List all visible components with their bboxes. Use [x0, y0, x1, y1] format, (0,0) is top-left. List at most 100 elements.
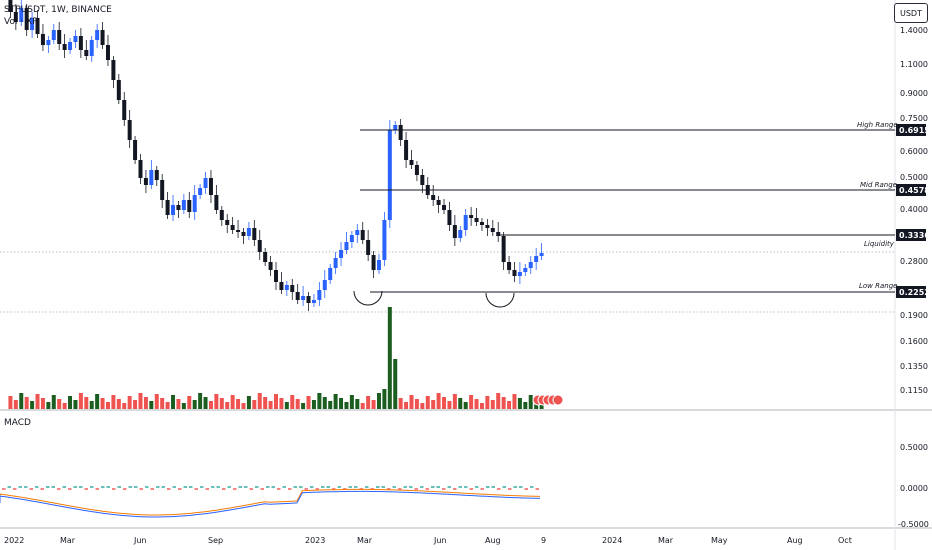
candle-body — [30, 18, 35, 30]
macd-histogram-bar — [403, 486, 407, 488]
candle-body — [398, 125, 403, 140]
candle-body — [154, 170, 159, 180]
volume-bar — [517, 398, 522, 409]
candle-body — [176, 205, 181, 210]
candle-body — [404, 140, 409, 160]
macd-histogram-bar — [304, 488, 308, 490]
macd-histogram-bar — [123, 488, 127, 490]
volume-bar — [328, 401, 333, 409]
volume-bar — [398, 398, 403, 409]
volume-bar — [68, 396, 73, 409]
candle-body — [306, 296, 311, 303]
macd-histogram-bar — [530, 486, 534, 488]
candle-body — [214, 195, 219, 210]
macd-histogram-bar — [464, 486, 468, 488]
symbol-title[interactable]: STPUSDT, 1W, BINANCE — [4, 5, 112, 15]
candle-body — [507, 262, 512, 270]
candle-body — [252, 228, 257, 240]
macd-histogram-bar — [79, 486, 83, 488]
candle-body — [236, 230, 241, 232]
candle-body — [143, 178, 148, 185]
volume-bar — [138, 393, 143, 409]
candle-body — [149, 170, 154, 185]
volume-bar — [376, 393, 381, 409]
macd-histogram-bar — [194, 488, 198, 490]
candle-body — [295, 292, 300, 300]
volume-bar — [360, 403, 365, 409]
volume-bar — [252, 400, 257, 409]
candle-body — [40, 34, 45, 45]
bottom-arc — [353, 290, 383, 306]
candle-body — [479, 222, 484, 225]
macd-histogram-bar — [409, 486, 413, 488]
volume-bar — [30, 401, 35, 409]
volume-bar — [295, 399, 300, 409]
volume-bar — [84, 397, 89, 409]
macd-histogram-bar — [24, 486, 28, 488]
candle-body — [311, 300, 316, 303]
macd-histogram-bar — [244, 486, 248, 488]
macd-histogram-bar — [436, 486, 440, 488]
candle-body — [512, 270, 517, 276]
macd-histogram-bar — [35, 486, 39, 488]
candle-body — [431, 195, 436, 200]
volume-bar — [219, 398, 224, 409]
macd-histogram-bar — [40, 488, 44, 490]
volume-bar — [208, 401, 213, 409]
candle-body — [24, 8, 29, 30]
candle-body — [414, 165, 419, 175]
candle-body — [496, 232, 501, 236]
volume-bar — [387, 307, 392, 409]
candle-body — [100, 30, 105, 45]
candle-body — [523, 268, 528, 272]
volume-bar — [442, 397, 447, 409]
volume-bar — [485, 396, 490, 409]
candle-body — [78, 36, 83, 50]
macd-histogram-bar — [535, 488, 539, 490]
macd-histogram-bar — [189, 486, 193, 488]
candle-body — [355, 230, 360, 235]
candle-body — [219, 210, 224, 220]
volume-bar — [279, 398, 284, 409]
candle-body — [442, 205, 447, 210]
macd-histogram-bar — [392, 486, 396, 488]
volume-bar — [19, 393, 24, 409]
volume-bar — [176, 399, 181, 409]
volume-bar — [181, 403, 186, 409]
currency-button[interactable]: USDT — [894, 3, 928, 23]
candle-body — [436, 200, 441, 205]
volume-bar — [463, 402, 468, 409]
symbol-header: STPUSDT, 1W, BINANCE Vol · XP — [4, 4, 112, 28]
candle-body — [208, 178, 213, 195]
volume-bar — [154, 394, 159, 409]
volume-bar — [458, 398, 463, 409]
candle-body — [490, 228, 495, 232]
candle-body — [171, 205, 176, 215]
volume-bar — [171, 395, 176, 409]
macd-histogram-bar — [513, 486, 517, 488]
volume-bar — [344, 402, 349, 409]
macd-histogram-bar — [332, 488, 336, 490]
macd-histogram-bar — [491, 486, 495, 488]
volume-bar — [393, 359, 398, 409]
candle-body — [263, 252, 268, 262]
volume-bar — [436, 393, 441, 409]
volume-bar — [339, 398, 344, 409]
candle-body — [133, 140, 138, 160]
volume-bar — [192, 400, 197, 409]
macd-histogram-bar — [310, 486, 314, 488]
candle-body — [458, 230, 463, 238]
volume-bar — [24, 397, 29, 409]
macd-histogram-bar — [183, 486, 187, 488]
volume-bar — [311, 400, 316, 409]
candle-body — [382, 220, 387, 260]
candle-body — [19, 8, 24, 22]
volume-bar — [523, 402, 528, 409]
candle-body — [165, 200, 170, 215]
candle-body — [317, 290, 322, 300]
candle-body — [349, 235, 354, 242]
volume-legend: Vol · XP — [4, 17, 38, 27]
volume-bar — [404, 402, 409, 409]
